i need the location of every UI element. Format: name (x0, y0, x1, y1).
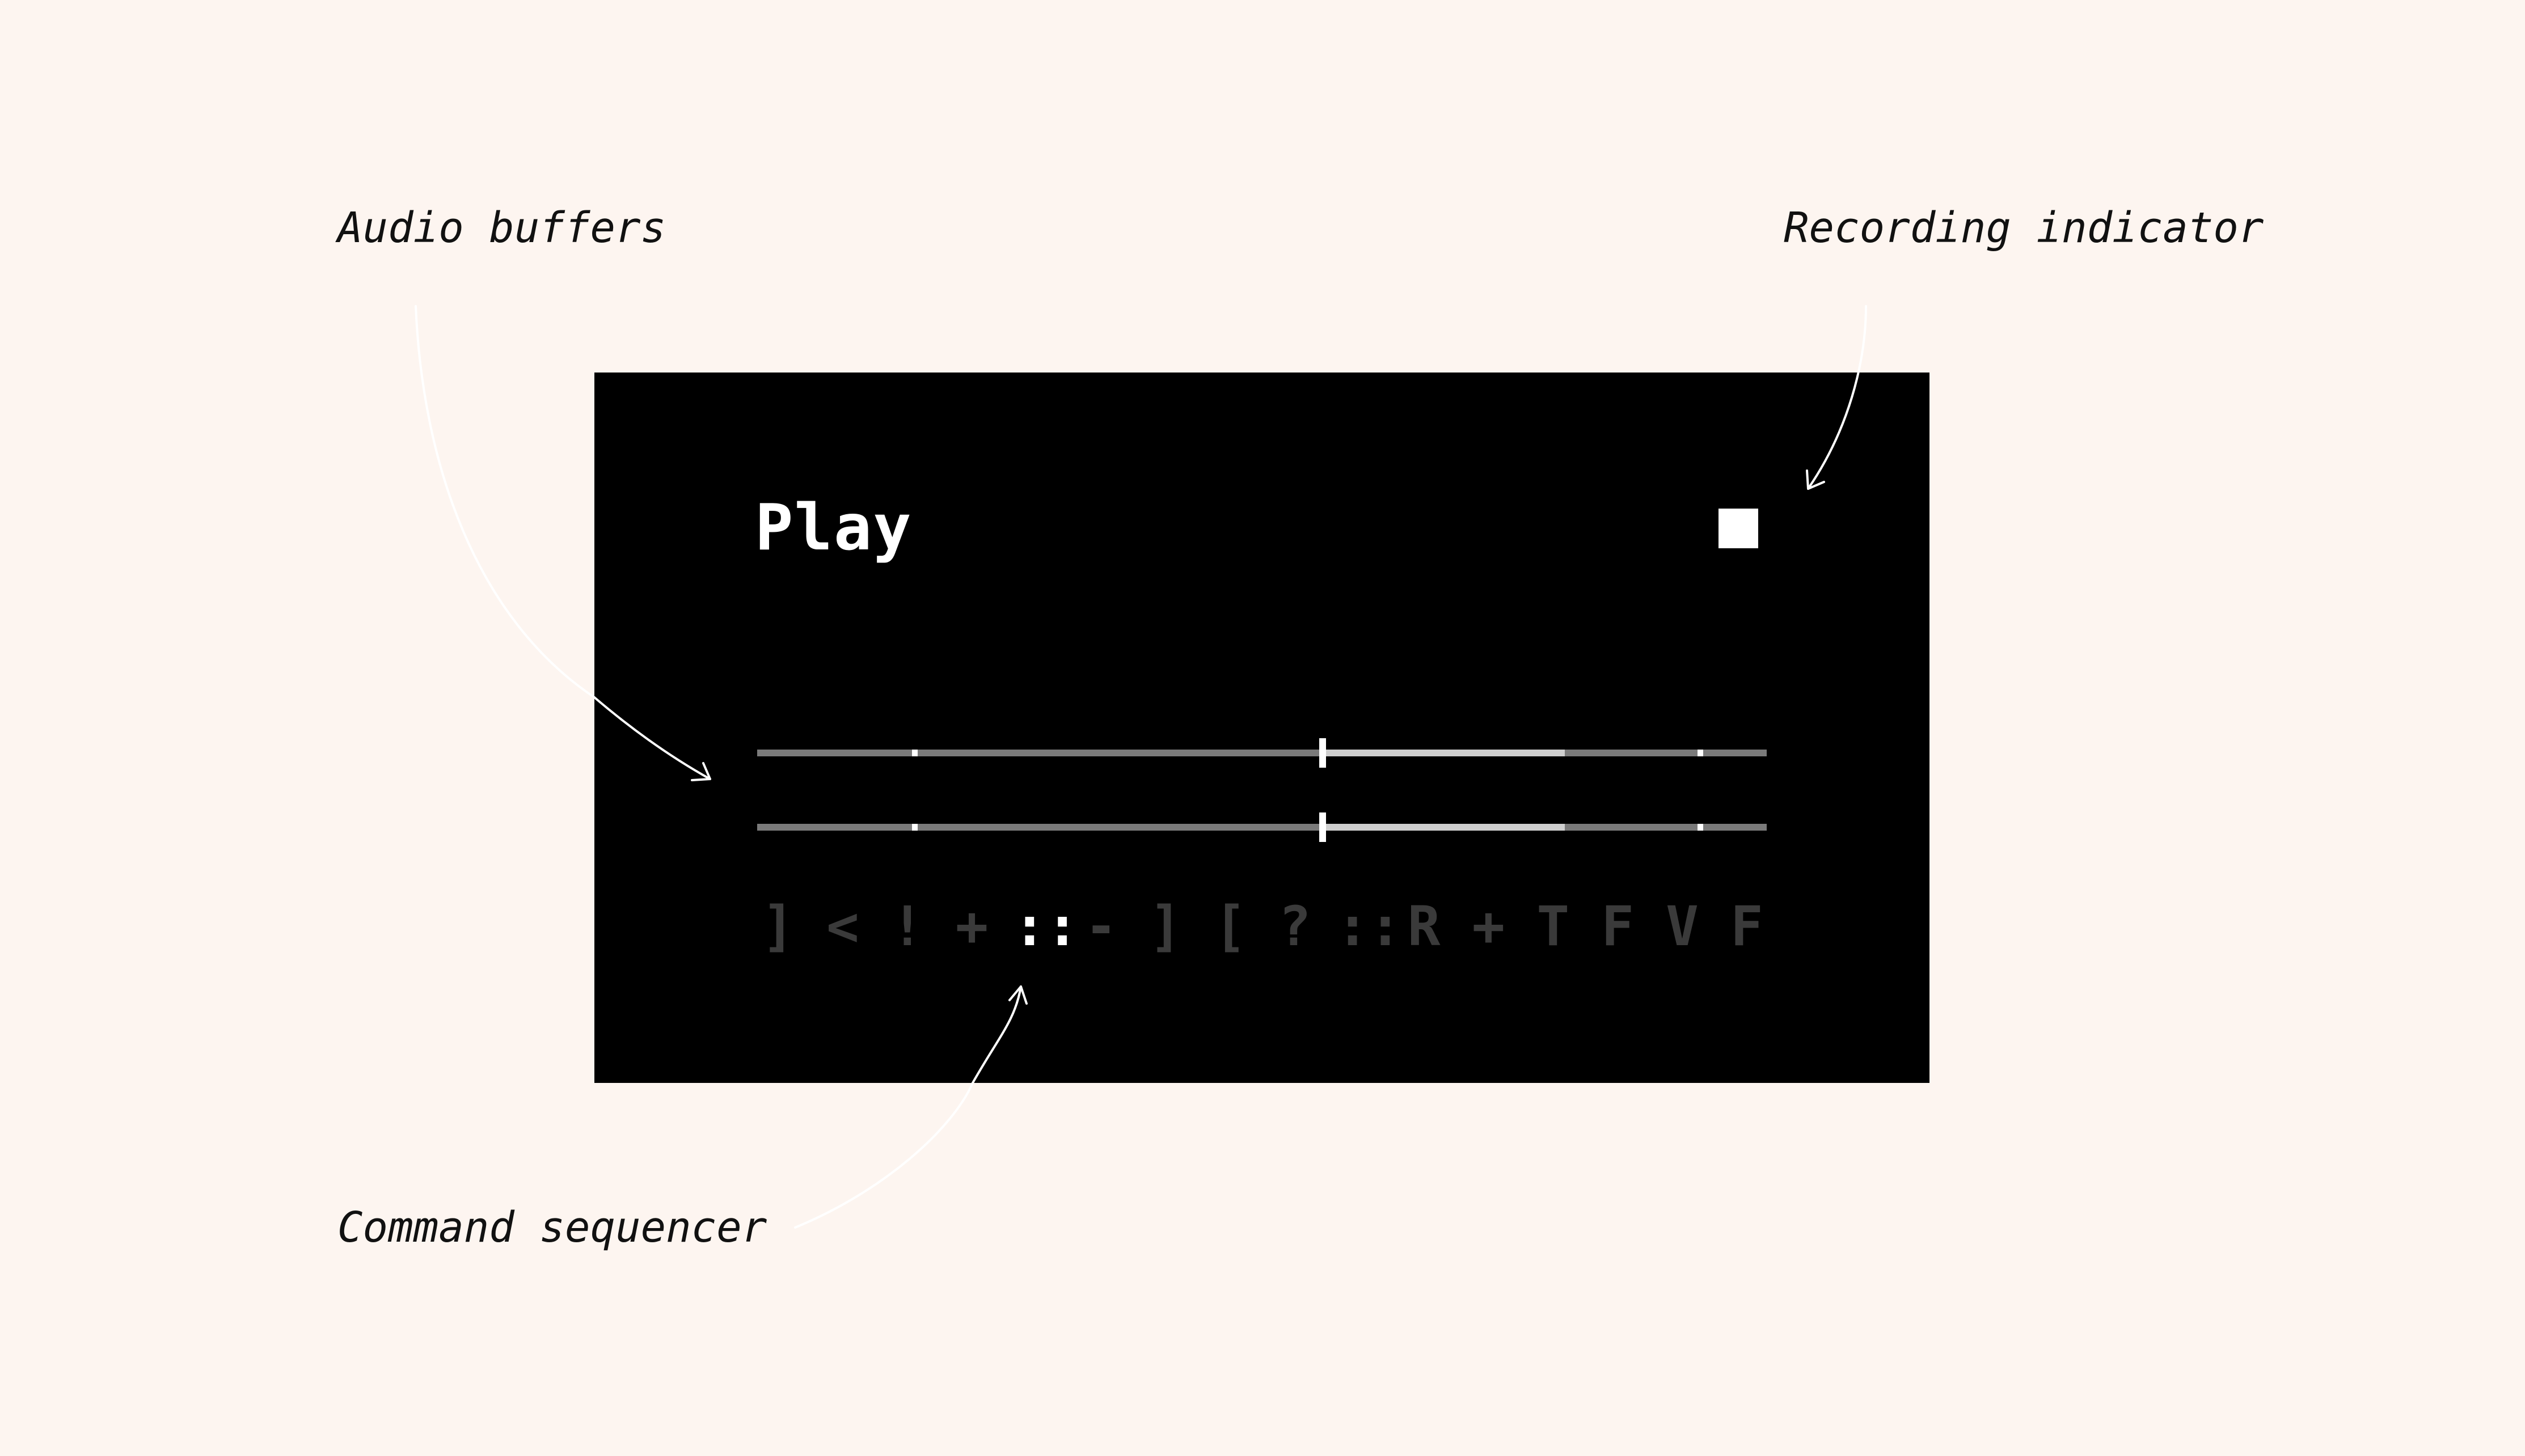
sequencer-command: ] (1149, 895, 1183, 958)
buffer-track (757, 824, 1767, 831)
sequencer-command: ? (1278, 895, 1311, 958)
command-sequencer-arrow (794, 1082, 974, 1229)
audio-buffer-2 (757, 812, 1767, 842)
sequencer-command: - (1084, 895, 1118, 958)
buffer-marker (911, 824, 918, 831)
command-sequencer-annotation: Command sequencer (337, 1203, 767, 1252)
recording-indicator (1718, 509, 1758, 548)
sequencer-command: [ (1214, 895, 1247, 958)
audio-buffers-annotation: Audio buffers (337, 204, 666, 252)
sequencer-command: T (1536, 895, 1570, 958)
buffer-marker (911, 750, 918, 756)
audio-buffer-1 (757, 738, 1767, 768)
sequencer-command: < (826, 895, 859, 958)
recording-indicator-annotation: Recording indicator (1784, 204, 2264, 252)
command-sequencer: ] <! +:: -][?:: R + T F V F (755, 895, 1770, 958)
buffer-track (757, 750, 1767, 756)
screen-title: Play (755, 491, 913, 565)
sequencer-command: :: (1013, 895, 1079, 958)
device-screen: Play ] <! +:: -][?:: R + T F V F (594, 373, 1929, 1083)
audio-buffers-arrow (415, 305, 596, 699)
sequencer-command: + (1472, 895, 1505, 958)
buffer-loop-region (1322, 750, 1565, 756)
sequencer-command: ] (762, 895, 795, 958)
sequencer-command: F (1601, 895, 1635, 958)
sequencer-command: R (1407, 895, 1441, 958)
buffer-marker (1697, 824, 1703, 831)
sequencer-command: :: (1336, 895, 1402, 958)
sequencer-command: ! (890, 895, 924, 958)
sequencer-command: V (1666, 895, 1699, 958)
buffer-loop-region (1322, 824, 1565, 831)
buffer-playhead (1319, 812, 1326, 842)
sequencer-command: F (1730, 895, 1763, 958)
buffer-playhead (1319, 738, 1326, 768)
sequencer-command: + (955, 895, 989, 958)
buffer-marker (1697, 750, 1703, 756)
